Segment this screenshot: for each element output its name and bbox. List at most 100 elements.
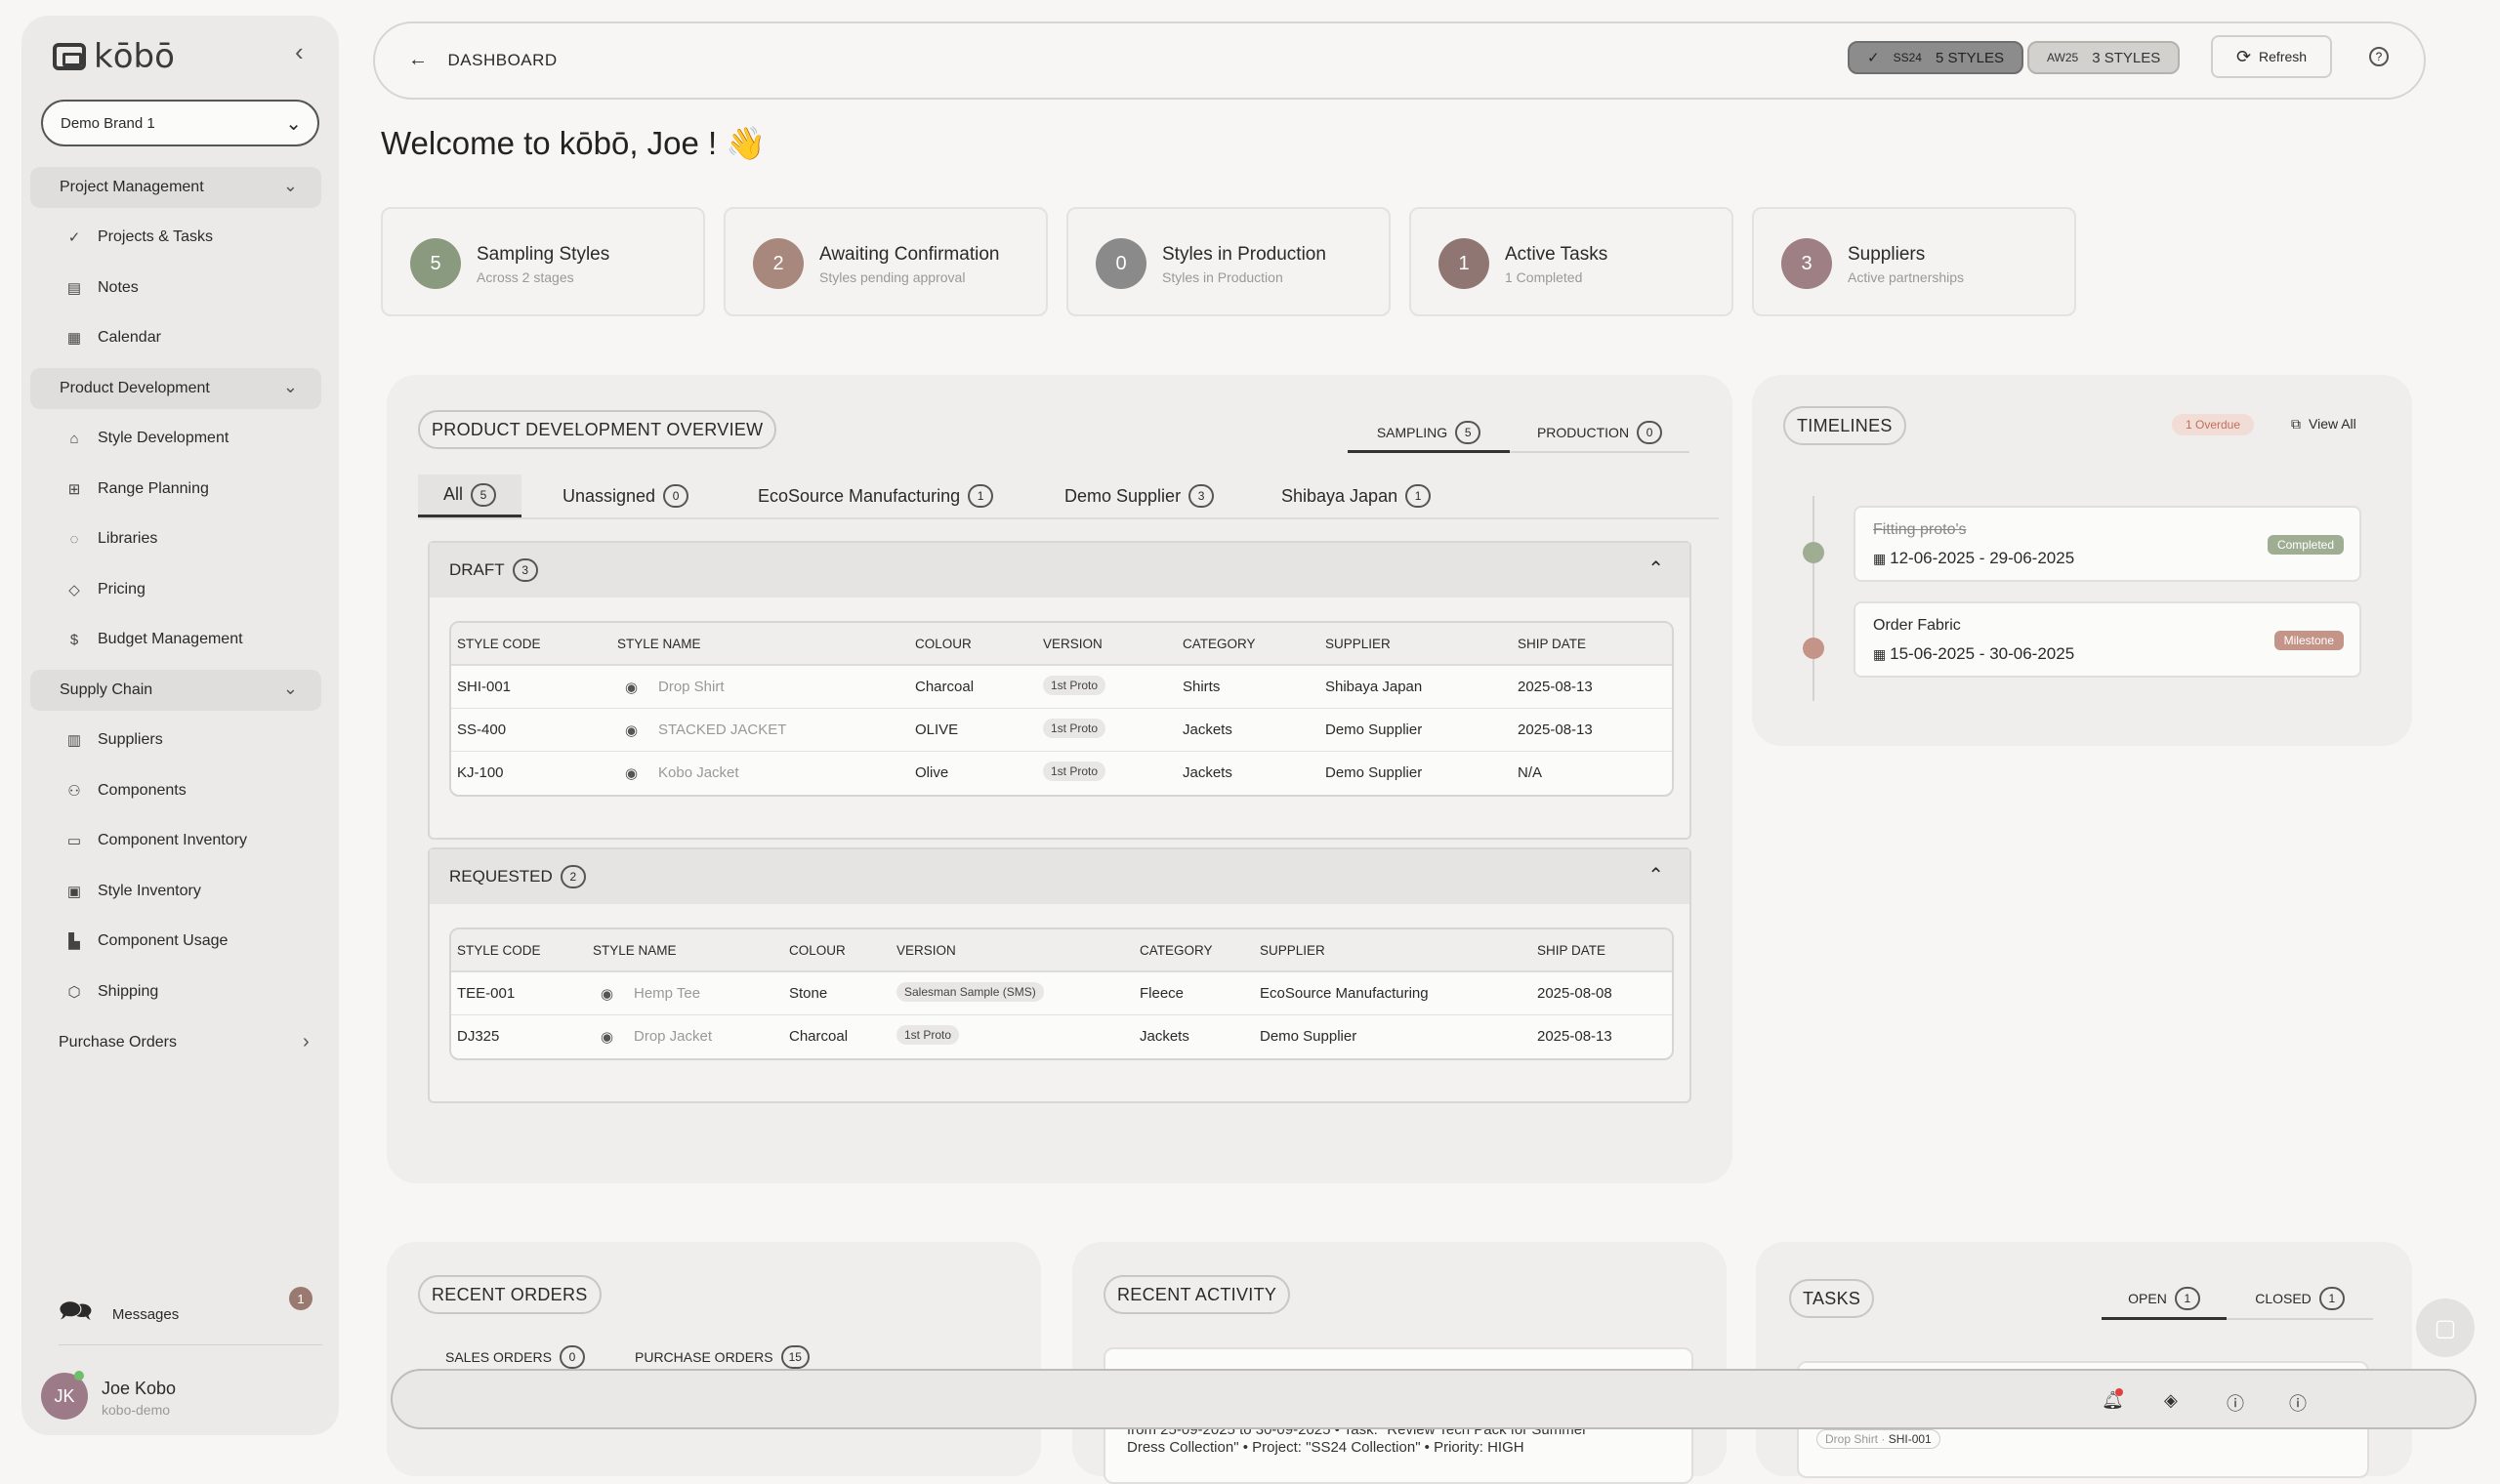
messages-link[interactable]: 🗪 Messages [59,1291,179,1338]
cell-style-name[interactable]: Hemp Tee [634,985,701,1002]
cell-style-name[interactable]: Drop Shirt [658,679,725,695]
notes-icon: ▤ [66,280,82,297]
cell-supplier: Demo Supplier [1325,764,1423,781]
status-badge: Completed [2267,535,2344,555]
sidebar-item-label: Component Usage [98,932,229,949]
chevron-up-icon[interactable]: ⌃ [1647,558,1664,580]
stat-card-sampling[interactable]: 5 Sampling Styles Across 2 stages [381,207,705,316]
info-icon[interactable]: ⓘ [2289,1394,2307,1414]
overview-title: PRODUCT DEVELOPMENT OVERVIEW [418,410,777,449]
brand-select[interactable]: Demo Brand 1 ⌄ [41,100,319,146]
col-header: SHIP DATE [1537,943,1606,958]
help-circle-icon[interactable]: ⓘ [2227,1394,2244,1414]
stat-title: Awaiting Confirmation [819,244,1000,265]
tab-purchase-orders[interactable]: PURCHASE ORDERS 15 [635,1345,810,1369]
tab-sales-orders[interactable]: SALES ORDERS 0 [445,1345,585,1369]
refresh-button[interactable]: ⟳ Refresh [2211,35,2332,78]
sidebar-item-label: Shipping [98,983,159,1000]
col-header: VERSION [1043,637,1103,651]
nav-group-product-development[interactable]: Product Development ⌄ [30,368,321,409]
sidebar-item-style-development[interactable]: ⌂ Style Development [64,424,229,453]
stat-card-suppliers[interactable]: 3 Suppliers Active partnerships [1752,207,2076,316]
sidebar-item-suppliers[interactable]: ▥ Suppliers [64,725,163,755]
avatar[interactable]: JK [41,1373,88,1420]
chevron-down-icon: ⌄ [282,679,298,698]
cell-ship-date: 2025-08-13 [1537,1028,1612,1045]
filter-count: 0 [663,484,689,508]
table-row[interactable]: SHI-001 ◉ Drop Shirt Charcoal 1st Proto … [451,666,1672,709]
cell-style-name[interactable]: STACKED JACKET [658,721,787,738]
stat-card-production[interactable]: 0 Styles in Production Styles in Product… [1066,207,1391,316]
nav-group-purchase-orders[interactable]: Purchase Orders › [59,1031,310,1052]
sidebar-item-components[interactable]: ⚇ Components [64,776,186,805]
stat-number: 1 [1438,238,1489,289]
bag-icon[interactable]: ◈ [2164,1390,2178,1410]
timeline-card[interactable]: Fitting proto's ▦ 12-06-2025 - 29-06-202… [1854,506,2361,582]
view-all-link[interactable]: ⧉ View All [2291,416,2356,433]
tab-open[interactable]: OPEN 1 [2102,1279,2227,1320]
sidebar-item-shipping[interactable]: ⬡ Shipping [64,977,158,1007]
sidebar-item-pricing[interactable]: ◇ Pricing [64,575,146,604]
stat-card-tasks[interactable]: 1 Active Tasks 1 Completed [1409,207,1733,316]
cell-category: Jackets [1183,764,1232,781]
filter-all[interactable]: All 5 [418,474,522,517]
filter-shibaya[interactable]: Shibaya Japan 1 [1281,484,1432,508]
stat-card-awaiting[interactable]: 2 Awaiting Confirmation Styles pending a… [724,207,1048,316]
sidebar-item-libraries[interactable]: ◌ Libraries [64,524,158,554]
table-row[interactable]: DJ325 ◉ Drop Jacket Charcoal 1st Proto J… [451,1015,1672,1058]
season-styles: 3 STYLES [2092,49,2161,66]
table-row[interactable]: SS-400 ◉ STACKED JACKET OLIVE 1st Proto … [451,709,1672,752]
sidebar-item-projects-tasks[interactable]: ✓ Projects & Tasks [64,223,213,252]
sidebar-item-label: Notes [98,279,139,296]
tab-count: 1 [2174,1286,2200,1310]
eye-icon[interactable]: ◉ [601,1029,614,1046]
tab-production[interactable]: PRODUCTION 0 [1510,414,1689,453]
season-chip-ss24[interactable]: ✓ SS24 5 STYLES [1848,41,2023,74]
tab-count: 15 [780,1345,810,1369]
nav-group-supply-chain[interactable]: Supply Chain ⌄ [30,670,321,711]
table-row[interactable]: KJ-100 ◉ Kobo Jacket Olive 1st Proto Jac… [451,752,1672,795]
filter-demo-supplier[interactable]: Demo Supplier 3 [1064,484,1215,508]
sidebar-item-style-inventory[interactable]: ▣ Style Inventory [64,877,201,906]
sidebar-item-label: Style Inventory [98,883,201,899]
kobo-logo[interactable]: kōbō [53,37,175,76]
chevron-up-icon[interactable]: ⌃ [1647,865,1664,886]
messages-badge: 1 [289,1287,312,1310]
eye-icon[interactable]: ◉ [601,986,614,1003]
style-chip[interactable]: Drop Shirt · SHI-001 [1816,1429,1940,1449]
cell-style-name[interactable]: Drop Jacket [634,1028,713,1045]
sidebar-item-label: Style Development [98,430,229,446]
sidebar-item-component-inventory[interactable]: ▭ Component Inventory [64,826,247,855]
filter-unassigned[interactable]: Unassigned 0 [562,484,689,508]
sidebar-item-notes[interactable]: ▤ Notes [64,273,139,303]
user-handle: kobo-demo [102,1402,171,1418]
help-icon[interactable]: ? [2369,47,2389,66]
sidebar-item-label: Projects & Tasks [98,228,213,245]
requested-section-header[interactable]: REQUESTED 2 ⌃ [430,849,1689,904]
cell-style-name[interactable]: Kobo Jacket [658,764,739,781]
eye-icon[interactable]: ◉ [625,722,639,739]
draft-section-header[interactable]: DRAFT 3 ⌃ [430,543,1689,598]
page-title: Welcome to kōbō, Joe ! 👋 [381,125,767,161]
stat-title: Suppliers [1848,244,1926,265]
collapse-sidebar-icon[interactable]: ‹ [295,37,304,66]
sidebar-item-range-planning[interactable]: ⊞ Range Planning [64,474,209,504]
eye-icon[interactable]: ◉ [625,765,639,782]
tab-closed[interactable]: CLOSED 1 [2227,1279,2373,1320]
table-row[interactable]: TEE-001 ◉ Hemp Tee Stone Salesman Sample… [451,972,1672,1015]
cell-category: Shirts [1183,679,1221,695]
recent-orders-title: RECENT ORDERS [418,1275,602,1314]
tab-sampling[interactable]: SAMPLING 5 [1348,414,1510,453]
back-to-dashboard[interactable]: ← DASHBOARD [408,49,558,71]
check-icon: ✓ [1867,50,1880,66]
season-chip-aw25[interactable]: AW25 3 STYLES [2027,41,2181,74]
chat-launcher-icon[interactable]: ▢ [2416,1298,2475,1357]
eye-icon[interactable]: ◉ [625,680,639,696]
col-header: SHIP DATE [1518,637,1587,651]
timeline-card[interactable]: Order Fabric ▦ 15-06-2025 - 30-06-2025 M… [1854,601,2361,678]
filter-ecosource[interactable]: EcoSource Manufacturing 1 [758,484,994,508]
sidebar-item-component-usage[interactable]: ▙ Component Usage [64,927,228,956]
nav-group-project-management[interactable]: Project Management ⌄ [30,167,321,208]
sidebar-item-calendar[interactable]: ▦ Calendar [64,323,161,352]
sidebar-item-budget-management[interactable]: $ Budget Management [64,625,243,654]
